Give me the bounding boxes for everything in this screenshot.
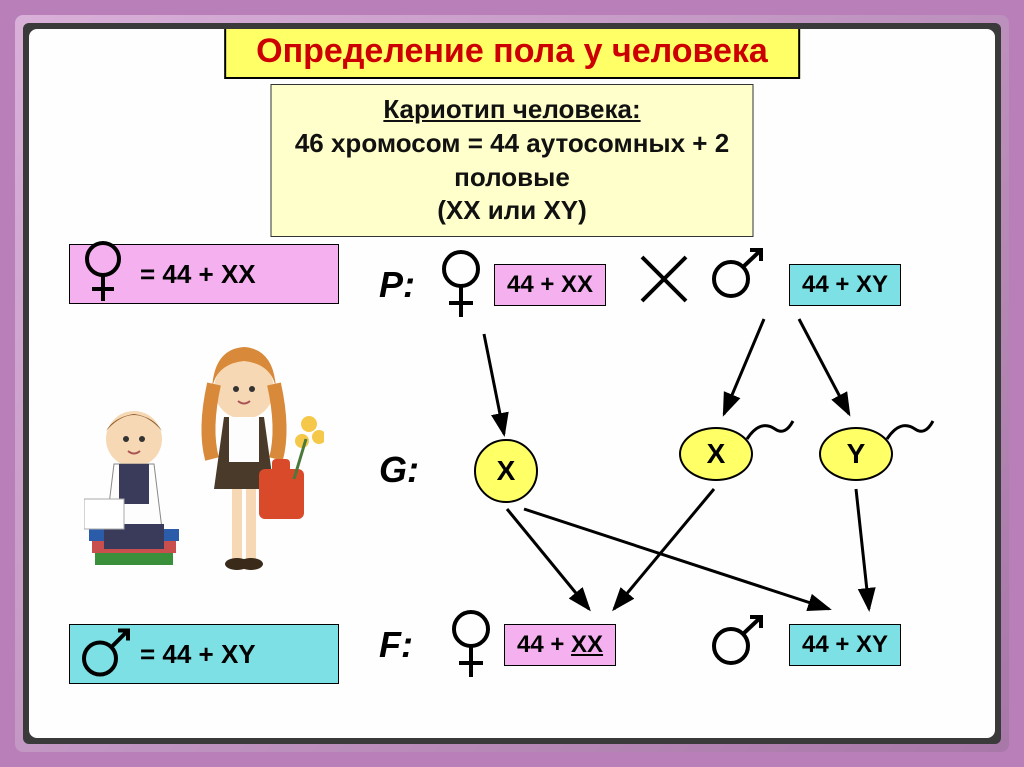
gamete-egg-x: Х (474, 439, 538, 503)
row-label-p: P: (379, 264, 415, 306)
f-male-chip: 44 + ХY (789, 624, 901, 666)
legend-male-text: = 44 + ХY (140, 639, 256, 670)
f-female-icon (449, 609, 494, 684)
subtitle-head: Кариотип человека: (383, 94, 640, 124)
legend-male: = 44 + ХY (69, 624, 339, 684)
legend-female: = 44 + ХХ (69, 244, 339, 304)
arrow-pf-gx (474, 329, 534, 449)
p-female-icon (439, 249, 484, 324)
subtitle-line2: (ХХ или ХY) (437, 195, 587, 225)
subtitle-box: Кариотип человека: 46 хромосом = 44 ауто… (271, 84, 754, 237)
arrow-pm-gy (789, 314, 879, 434)
inner-frame: Определение пола у человека Кариотип чел… (23, 23, 1001, 744)
legend-female-text: = 44 + ХХ (140, 259, 256, 290)
p-male-chip: 44 + ХY (789, 264, 901, 306)
f-female-chip: 44 + ХХ (504, 624, 616, 666)
male-icon (78, 627, 138, 682)
board: Определение пола у человека Кариотип чел… (29, 29, 995, 738)
p-male-icon (709, 247, 769, 302)
f-female-xx: ХХ (571, 631, 603, 658)
p-female-chip: 44 + ХХ (494, 264, 606, 306)
gamete-sperm-x: Х (679, 427, 753, 481)
outer-frame: Определение пола у человека Кариотип чел… (15, 15, 1009, 752)
row-label-f: F: (379, 624, 413, 666)
cross-icon (634, 249, 694, 309)
arrow-pm-gx (709, 314, 789, 434)
subtitle-line1: 46 хромосом = 44 аутосомных + 2 половые (295, 128, 729, 192)
gamete-sperm-y: Y (819, 427, 893, 481)
children-illustration (84, 329, 324, 589)
row-label-g: G: (379, 449, 419, 491)
gamete-egg-x-label: Х (497, 455, 516, 487)
female-icon (78, 239, 128, 309)
gamete-sperm-y-label: Y (847, 438, 866, 470)
f-male-icon (709, 614, 769, 669)
arrow-spy-fm (844, 484, 904, 619)
gamete-sperm-x-label: Х (707, 438, 726, 470)
title-bar: Определение пола у человека (224, 29, 800, 79)
arrow-spx-ff (599, 484, 739, 619)
